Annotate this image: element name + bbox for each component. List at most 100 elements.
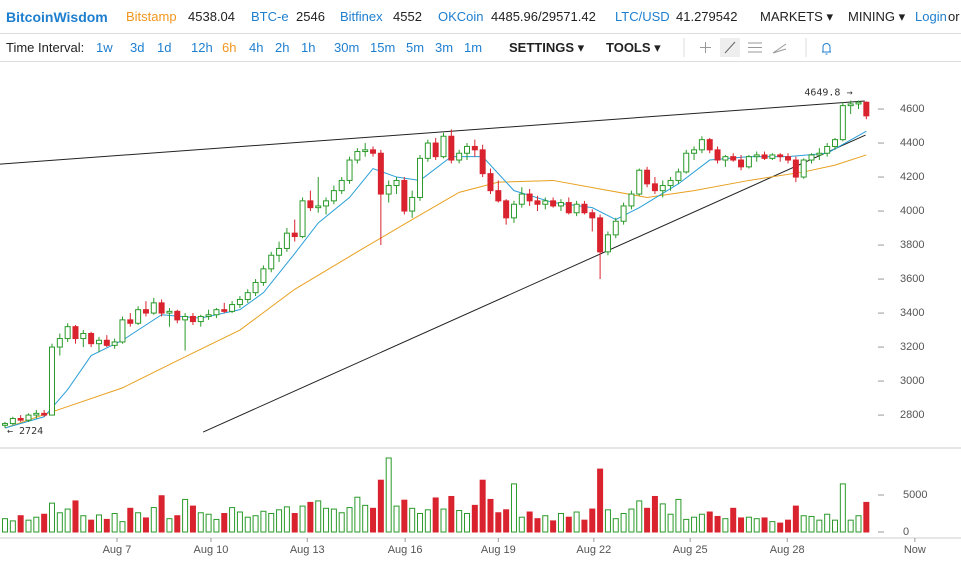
market-price: 4552 xyxy=(393,9,422,24)
volume-bar xyxy=(260,510,267,533)
market-name[interactable]: Bitstamp xyxy=(126,9,177,24)
ma-fast xyxy=(4,130,867,429)
y-tick-label: 3200 xyxy=(900,341,924,353)
interval-button[interactable]: 1w xyxy=(96,40,113,55)
interval-label: Time Interval: xyxy=(6,40,85,55)
volume-bar xyxy=(424,509,431,533)
price-annotation: 4649.8 → xyxy=(804,88,852,99)
candle-body xyxy=(855,101,862,105)
trend-line xyxy=(0,100,865,165)
interval-button[interactable]: 5m xyxy=(406,40,425,55)
volume-bar xyxy=(119,521,126,533)
candle-body xyxy=(510,203,517,219)
market-name[interactable]: LTC/USD xyxy=(615,9,670,24)
volume-bar xyxy=(158,495,165,533)
interval-button[interactable]: 2h xyxy=(275,40,290,55)
volume-bar xyxy=(276,509,283,533)
volume-bar xyxy=(307,501,314,533)
volume-bar xyxy=(745,516,752,533)
interval-button[interactable]: 12h xyxy=(191,40,213,55)
candle-body xyxy=(573,203,580,214)
volume-bar xyxy=(847,519,854,533)
volume-bar xyxy=(330,508,337,533)
menu-text: MARKETS xyxy=(760,9,823,24)
candle-body xyxy=(847,103,854,107)
market-name[interactable]: OKCoin xyxy=(438,9,484,24)
x-tick-label: Aug 13 xyxy=(290,544,325,556)
interval-button[interactable]: 15m xyxy=(370,40,396,55)
interval-button[interactable]: 1d xyxy=(157,40,172,55)
volume-bar xyxy=(855,515,862,533)
candle-body xyxy=(628,193,635,207)
volume-bar xyxy=(651,495,658,533)
interval-button[interactable]: 3d xyxy=(130,40,145,55)
market-name[interactable]: Bitfinex xyxy=(340,9,383,24)
volume-bar xyxy=(792,505,799,533)
tools-button[interactable]: TOOLS ▾ xyxy=(606,40,661,55)
candle-body xyxy=(785,156,792,161)
market-price: 2546 xyxy=(296,9,325,24)
candle-body xyxy=(377,152,384,195)
menu-mining[interactable]: MINING ▾ xyxy=(848,9,906,24)
candle-body xyxy=(362,149,369,153)
settings-button[interactable]: SETTINGS ▾ xyxy=(509,40,585,55)
login-link[interactable]: Login xyxy=(915,9,947,24)
volume-bar xyxy=(471,504,478,533)
volume-bar xyxy=(698,513,705,533)
interval-button[interactable]: 6h xyxy=(222,40,237,55)
volume-bar xyxy=(636,500,643,533)
volume-bar xyxy=(393,505,400,533)
candle-body xyxy=(119,319,126,343)
candle-body xyxy=(17,417,24,421)
vol-tick-label: 5000 xyxy=(903,489,927,501)
volume-bar xyxy=(72,500,79,533)
candle-body xyxy=(691,149,698,154)
volume-bar xyxy=(401,499,408,533)
menu-markets[interactable]: MARKETS ▾ xyxy=(760,9,833,24)
market-price: 41.279542 xyxy=(676,9,738,24)
candle-body xyxy=(581,203,588,214)
volume-bar xyxy=(706,511,713,533)
toolbar: Time Interval: SETTINGS ▾ TOOLS ▾ 1w 3d 1d… xyxy=(0,33,961,62)
volume-bar xyxy=(659,503,666,533)
market-name[interactable]: BTC-e xyxy=(251,9,289,24)
candle-body xyxy=(189,315,196,323)
candle-body xyxy=(597,217,604,253)
volume-bar xyxy=(189,505,196,533)
volume-bar xyxy=(644,507,651,533)
candle-body xyxy=(244,292,251,300)
volume-bar xyxy=(777,522,784,533)
volume-bar xyxy=(761,517,768,533)
candle-body xyxy=(48,346,55,416)
y-tick-label: 4400 xyxy=(900,137,924,149)
volume-bar xyxy=(510,483,517,533)
interval-button[interactable]: 1h xyxy=(301,40,316,55)
volume-bar xyxy=(589,508,596,533)
logo[interactable]: BitcoinWisdom xyxy=(6,9,108,25)
candle-body xyxy=(323,200,330,207)
volume-bar xyxy=(479,479,486,533)
candle-body xyxy=(393,179,400,187)
x-tick-label: Aug 28 xyxy=(770,544,805,556)
volume-bar xyxy=(769,521,776,533)
candle-body xyxy=(440,135,447,158)
candle-body xyxy=(299,200,306,238)
interval-button[interactable]: 1m xyxy=(464,40,483,55)
candle-body xyxy=(424,142,431,159)
price-annotation: ← 2724 xyxy=(7,426,43,437)
interval-button[interactable]: 4h xyxy=(249,40,264,55)
candle-body xyxy=(471,145,478,151)
market-price: 4485.96/29571.42 xyxy=(491,9,596,24)
candle-body xyxy=(56,338,63,348)
interval-button[interactable]: 30m xyxy=(334,40,360,55)
candle-body xyxy=(236,298,243,306)
volume-bar xyxy=(557,512,564,533)
candle-body xyxy=(722,156,729,161)
volume-bar xyxy=(48,502,55,533)
candle-body xyxy=(738,159,745,168)
volume-bar xyxy=(409,507,416,533)
interval-button[interactable]: 3m xyxy=(435,40,454,55)
vol-tick-label: 0 xyxy=(903,526,909,538)
candle-body xyxy=(565,202,572,214)
